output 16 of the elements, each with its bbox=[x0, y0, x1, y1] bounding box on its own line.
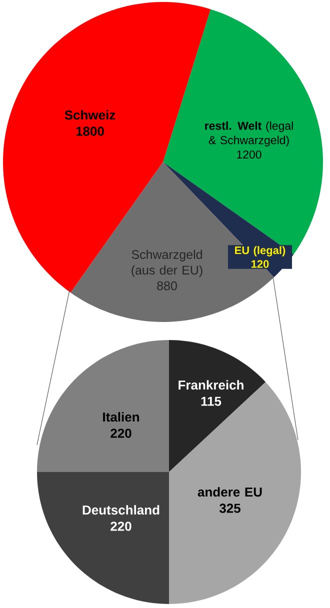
data-label: 115 bbox=[201, 396, 222, 406]
slice-label: Italien bbox=[103, 412, 139, 422]
data-label: 880 bbox=[157, 281, 177, 290]
slice-label: andere EU bbox=[198, 487, 262, 497]
data-label: 1200 bbox=[237, 150, 262, 159]
data-label: 325 bbox=[219, 504, 240, 513]
slice-label: EU (legal) bbox=[235, 246, 286, 256]
slice-label: Schwarzgeld (aus der EU) bbox=[132, 250, 202, 278]
data-label: 220 bbox=[110, 522, 132, 531]
slice-label: Schweiz bbox=[64, 110, 116, 120]
slice-label: Frankreich bbox=[178, 380, 244, 390]
slice-label: Deutschland bbox=[82, 505, 160, 515]
data-label: 220 bbox=[110, 428, 132, 438]
slice-label: restl. Welt (legal & Schwarzgeld) bbox=[205, 121, 293, 146]
data-label: 1800 bbox=[76, 126, 104, 136]
data-label: 120 bbox=[252, 260, 269, 268]
